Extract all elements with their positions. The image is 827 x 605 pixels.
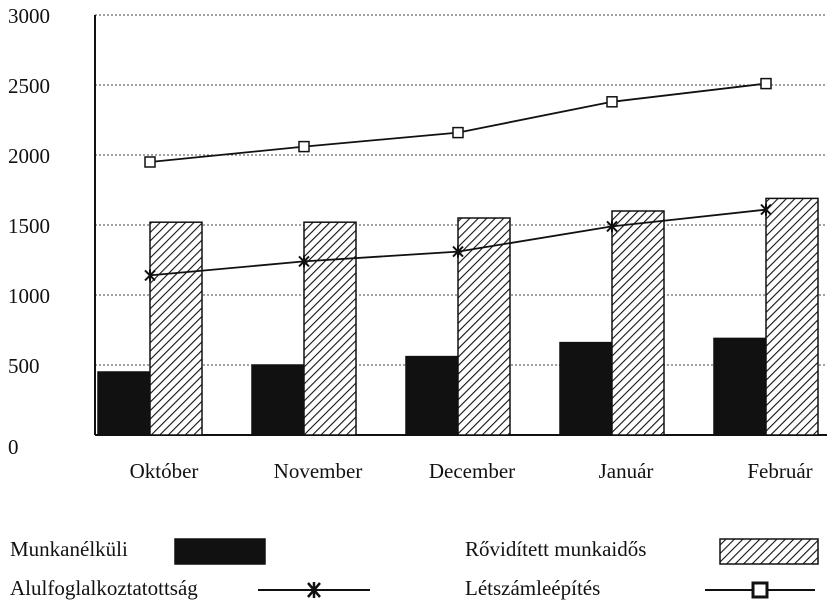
marker	[760, 203, 772, 216]
legend-marker	[307, 582, 321, 598]
legend-marker	[751, 581, 769, 599]
x-tick-label: November	[274, 459, 363, 483]
bar	[611, 210, 665, 436]
bar	[765, 197, 819, 436]
y-tick-label: 2500	[8, 74, 50, 98]
x-tick-label: December	[429, 459, 515, 483]
x-tick-label: Január	[599, 459, 654, 483]
legend-swatch	[174, 538, 266, 565]
legend-label: Rővidített munkaidős	[465, 537, 646, 561]
bar	[303, 221, 357, 436]
bar	[457, 217, 511, 436]
y-tick-label: 0	[8, 435, 19, 459]
y-tick-label: 500	[8, 354, 40, 378]
marker	[298, 140, 310, 153]
marker	[144, 269, 156, 282]
legend-label: Létszámleépítés	[465, 576, 600, 600]
y-tick-label: 1500	[8, 214, 50, 238]
marker	[452, 126, 464, 139]
marker	[452, 245, 464, 258]
marker	[760, 77, 772, 90]
bar	[559, 341, 613, 436]
y-tick-label: 1000	[8, 284, 50, 308]
bar	[713, 337, 767, 436]
y-tick-label: 3000	[8, 4, 50, 28]
legend-label: Munkanélküli	[10, 537, 128, 561]
marker	[298, 255, 310, 268]
line	[149, 82, 767, 163]
bar	[149, 221, 203, 436]
bar	[405, 355, 459, 436]
marker	[144, 156, 156, 168]
x-tick-label: Február	[747, 459, 812, 483]
bar	[97, 371, 151, 436]
marker	[606, 220, 618, 233]
bar	[251, 364, 305, 436]
y-tick-label: 2000	[8, 144, 50, 168]
marker	[606, 96, 618, 108]
x-tick-label: Október	[130, 459, 199, 483]
legend-label: Alulfoglalkoztatottság	[10, 576, 198, 600]
legend-swatch	[719, 538, 819, 565]
